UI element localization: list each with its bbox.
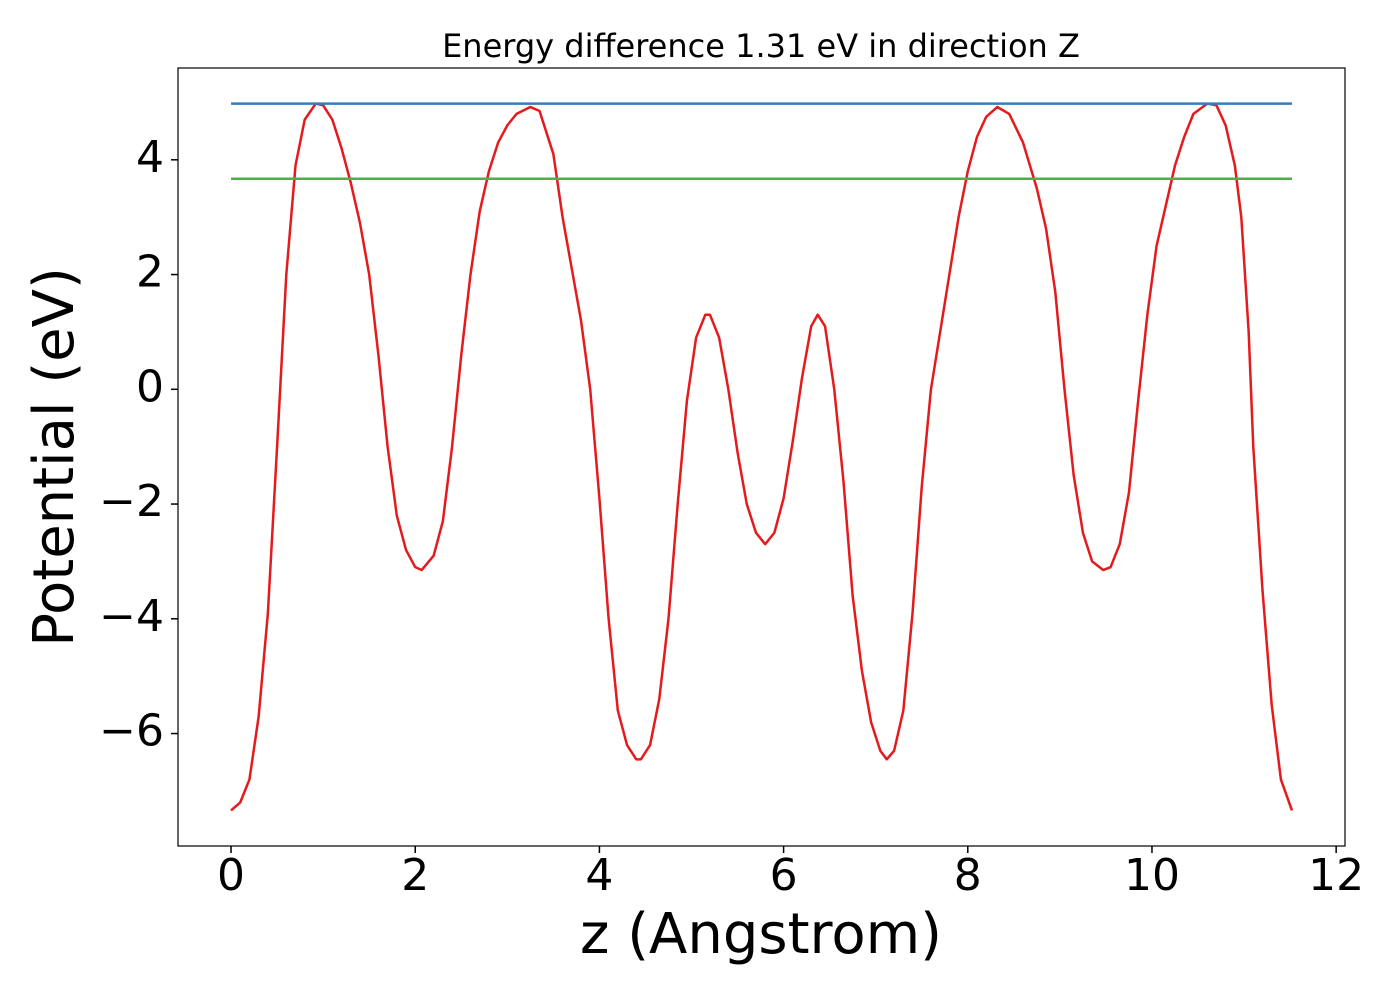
y-tick-label: −6 xyxy=(99,706,164,757)
x-axis-label: z (Angstrom) xyxy=(580,902,942,967)
x-tick-label: 8 xyxy=(954,850,982,901)
x-tick-label: 12 xyxy=(1308,850,1364,901)
x-tick-label: 0 xyxy=(217,850,245,901)
y-tick-label: −2 xyxy=(99,476,164,527)
plot-frame xyxy=(177,67,1346,847)
x-tick-label: 10 xyxy=(1124,850,1180,901)
x-tick-label: 4 xyxy=(585,850,613,901)
y-tick-label: 0 xyxy=(136,361,164,412)
y-tick-label: 4 xyxy=(136,132,164,183)
y-axis-label: Potential (eV) xyxy=(22,267,87,647)
x-tick-label: 2 xyxy=(401,850,429,901)
chart-title: Energy difference 1.31 eV in direction Z xyxy=(442,27,1080,65)
x-tick-label: 6 xyxy=(770,850,798,901)
y-tick-label: −4 xyxy=(99,591,164,642)
data-line xyxy=(230,102,1294,812)
y-tick-label: 2 xyxy=(136,247,164,298)
